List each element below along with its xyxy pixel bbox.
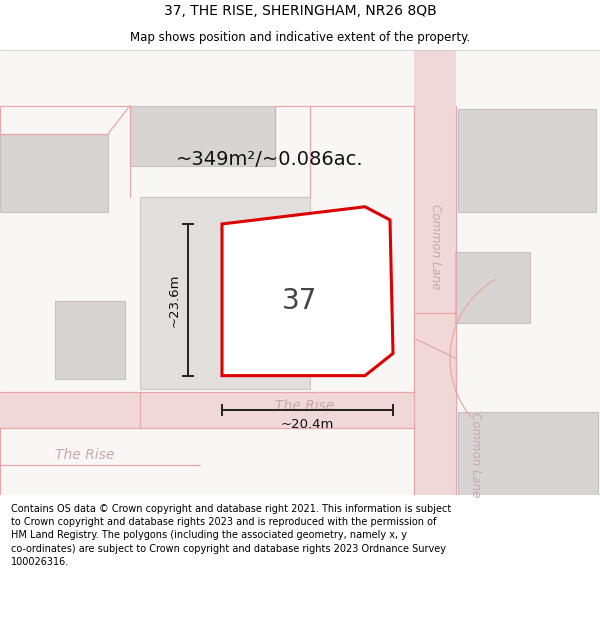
Text: The Rise: The Rise (275, 399, 335, 413)
Text: 37, THE RISE, SHERINGHAM, NR26 8QB: 37, THE RISE, SHERINGHAM, NR26 8QB (164, 4, 436, 18)
Polygon shape (458, 109, 596, 212)
Polygon shape (130, 106, 275, 166)
Polygon shape (458, 412, 598, 495)
Polygon shape (140, 197, 310, 389)
Bar (414, 50, 456, 495)
Text: ~23.6m: ~23.6m (167, 273, 181, 326)
Text: 37: 37 (283, 287, 317, 315)
Bar (0, 392, 420, 428)
Text: ~349m²/~0.086ac.: ~349m²/~0.086ac. (176, 150, 364, 169)
Text: Contains OS data © Crown copyright and database right 2021. This information is : Contains OS data © Crown copyright and d… (11, 504, 451, 567)
Polygon shape (0, 134, 108, 212)
Text: Map shows position and indicative extent of the property.: Map shows position and indicative extent… (130, 31, 470, 44)
Text: The Rise: The Rise (55, 448, 115, 461)
Polygon shape (222, 207, 393, 376)
Text: Common Lane: Common Lane (469, 412, 482, 498)
Polygon shape (455, 253, 530, 323)
Text: Common Lane: Common Lane (428, 204, 442, 290)
Text: ~20.4m: ~20.4m (281, 418, 334, 431)
Polygon shape (55, 301, 125, 379)
